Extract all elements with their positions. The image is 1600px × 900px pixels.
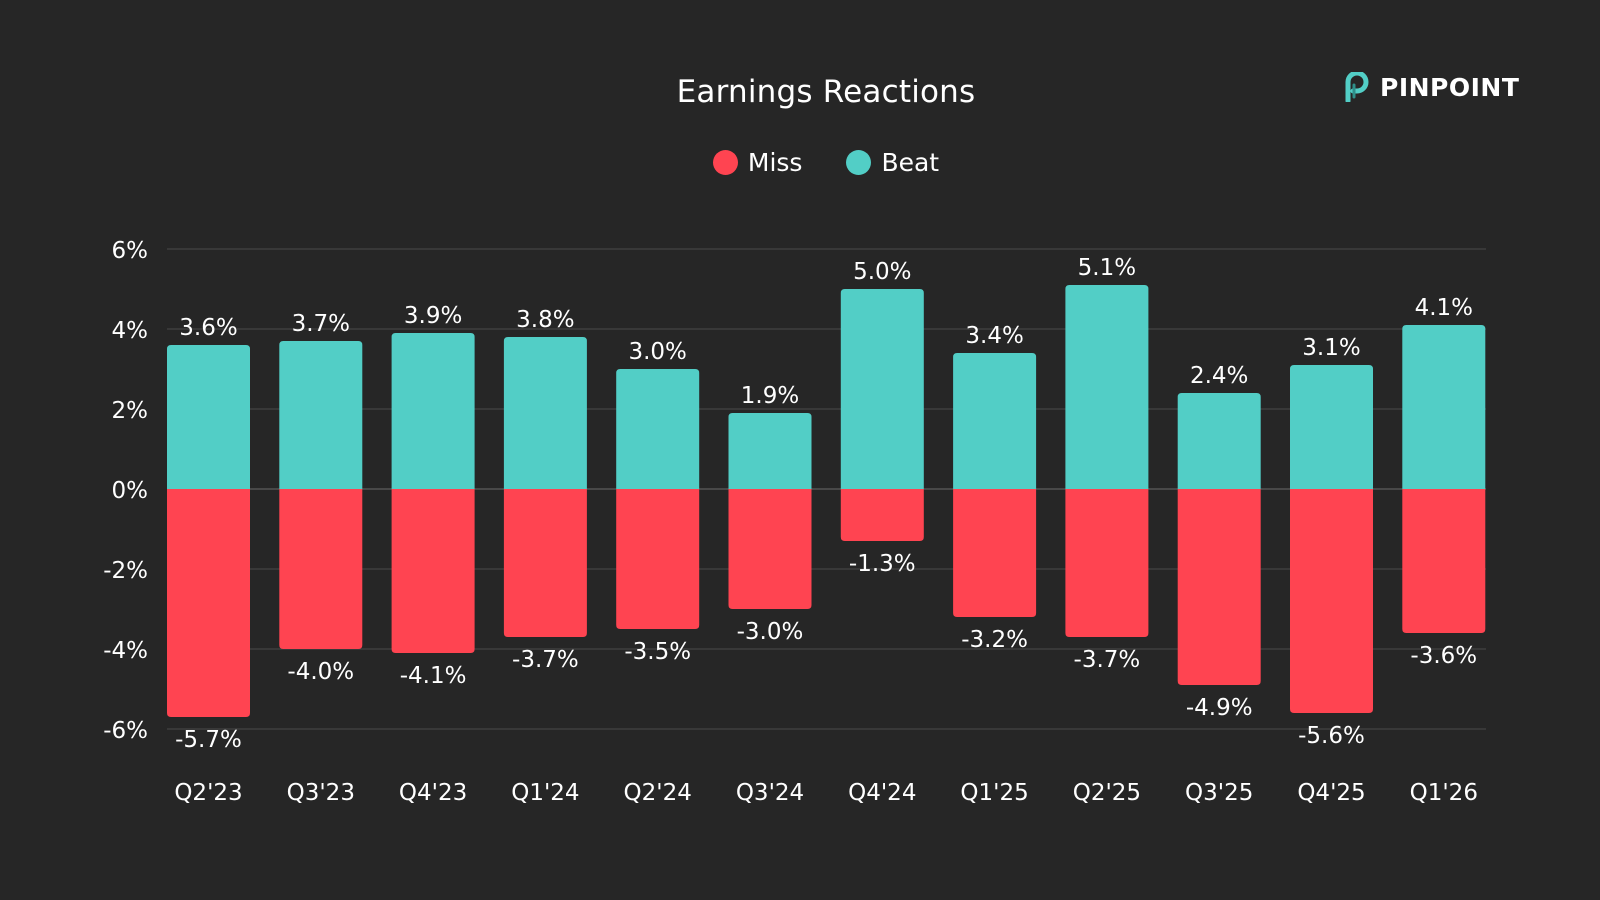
y-tick-label: 2% <box>112 398 149 424</box>
bar-beat <box>167 345 250 489</box>
bar-miss <box>1402 489 1486 633</box>
bar-miss <box>167 489 250 717</box>
y-tick-label: -6% <box>103 718 148 744</box>
bar-miss <box>1065 489 1149 637</box>
y-tick-label: 4% <box>112 318 149 344</box>
y-tick-label: -2% <box>103 558 148 584</box>
bar-beat <box>279 341 363 489</box>
data-label-beat: 5.0% <box>853 259 911 285</box>
x-tick-label: Q4'24 <box>848 780 916 806</box>
bar-beat <box>953 353 1037 489</box>
data-label-beat: 3.6% <box>179 315 237 341</box>
x-tick-label: Q2'24 <box>624 780 692 806</box>
x-tick-label: Q1'26 <box>1410 780 1478 806</box>
data-label-beat: 4.1% <box>1415 295 1473 321</box>
bar-beat <box>728 413 812 489</box>
legend-swatch-miss <box>712 150 738 175</box>
bar-miss <box>953 489 1037 617</box>
bar-miss <box>616 489 700 629</box>
bar-beat <box>616 369 700 489</box>
bar-beat <box>1177 393 1261 489</box>
data-label-miss: -3.2% <box>961 627 1028 653</box>
y-tick-label: 6% <box>112 238 149 264</box>
bar-miss <box>391 489 475 653</box>
legend-label-miss: Miss <box>747 148 803 177</box>
bar-miss <box>279 489 363 649</box>
x-tick-label: Q2'23 <box>174 780 242 806</box>
data-label-miss: -4.9% <box>1186 695 1253 721</box>
bar-miss <box>1290 489 1373 713</box>
y-tick-label: 0% <box>112 478 149 504</box>
x-tick-label: Q3'25 <box>1185 780 1253 806</box>
pinpoint-logo-icon <box>1345 72 1369 102</box>
bar-miss <box>1177 489 1261 685</box>
data-label-miss: -5.7% <box>175 727 242 753</box>
bar-beat <box>840 289 924 489</box>
data-label-miss: -4.0% <box>287 659 354 685</box>
brand-logo: PINPOINT <box>1344 72 1519 102</box>
legend-label-beat: Beat <box>881 148 940 177</box>
bar-beat <box>1065 285 1149 489</box>
legend-item-miss: Miss <box>712 148 803 177</box>
x-tick-label: Q4'23 <box>399 780 467 806</box>
x-tick-label: Q3'23 <box>287 780 355 806</box>
bar-beat <box>391 333 475 489</box>
data-label-miss: -3.7% <box>1074 647 1141 673</box>
data-label-beat: 3.1% <box>1302 335 1360 361</box>
legend-swatch-beat <box>846 150 872 175</box>
data-label-miss: -1.3% <box>849 551 916 577</box>
data-label-miss: -3.6% <box>1410 643 1477 669</box>
x-tick-label: Q4'25 <box>1297 780 1365 806</box>
data-label-miss: -3.5% <box>624 639 691 665</box>
x-tick-label: Q1'25 <box>960 780 1028 806</box>
data-label-beat: 2.4% <box>1190 363 1248 389</box>
data-label-beat: 1.9% <box>741 383 799 409</box>
data-label-beat: 3.9% <box>404 303 462 329</box>
x-tick-label: Q2'25 <box>1073 780 1141 806</box>
y-tick-label: -4% <box>103 638 148 664</box>
data-label-beat: 3.8% <box>516 307 574 333</box>
x-tick-label: Q1'24 <box>511 780 579 806</box>
bar-beat <box>1290 365 1373 489</box>
data-label-beat: 5.1% <box>1078 255 1136 281</box>
chart-legend: Miss Beat <box>0 148 1600 177</box>
x-tick-label: Q3'24 <box>736 780 804 806</box>
bar-miss <box>840 489 924 541</box>
data-label-miss: -3.0% <box>737 619 804 645</box>
chart-title: Earnings Reactions <box>676 74 976 110</box>
legend-item-beat: Beat <box>846 148 939 177</box>
bar-miss <box>728 489 812 609</box>
bar-miss <box>503 489 587 637</box>
data-label-miss: -3.7% <box>512 647 579 673</box>
bar-beat <box>1402 325 1486 489</box>
data-label-beat: 3.4% <box>965 323 1023 349</box>
data-label-beat: 3.7% <box>292 311 350 337</box>
brand-name: PINPOINT <box>1380 72 1520 102</box>
data-label-miss: -4.1% <box>400 663 467 689</box>
data-label-beat: 3.0% <box>628 339 686 365</box>
bar-beat <box>503 337 587 489</box>
data-label-miss: -5.6% <box>1298 723 1365 749</box>
